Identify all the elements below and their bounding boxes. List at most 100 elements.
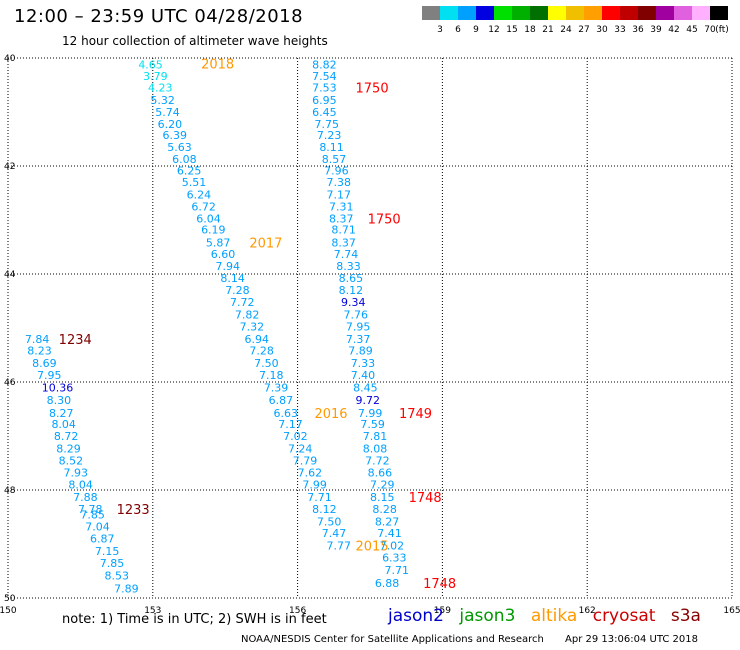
- wave-height-value: 7.02: [380, 540, 405, 553]
- pass-time-label: 2017: [249, 237, 282, 252]
- legend-label: 21: [542, 25, 553, 35]
- wave-height-value: 7.23: [317, 129, 342, 142]
- wave-height-value: 7.79: [293, 454, 318, 467]
- track: 8.718.377.748.338.658.129.347.767.957.37…: [331, 212, 400, 419]
- wave-height-value: 7.71: [384, 564, 409, 577]
- wave-height-value: 3.79: [143, 70, 168, 83]
- legend-swatch: [476, 6, 494, 20]
- wave-height-value: 7.17: [327, 189, 352, 202]
- footer-timestamp: Apr 29 13:06:04 UTC 2018: [565, 634, 698, 645]
- footer: NOAA/NESDIS Center for Satellite Applica…: [241, 634, 716, 645]
- track: 7.597.818.087.728.667.298.15 1749: [360, 407, 432, 504]
- wave-height-value: 7.59: [360, 418, 385, 431]
- satellite-jason3: jason3: [459, 606, 516, 626]
- wave-height-value: 8.65: [339, 272, 364, 285]
- pass-time-label: 2018: [201, 57, 234, 72]
- legend-swatch: [602, 6, 620, 20]
- wave-height-value: 5.87: [206, 237, 231, 250]
- wave-height-value: 8.33: [336, 260, 361, 273]
- wave-height-value: 7.41: [377, 527, 402, 540]
- legend-swatch: [494, 6, 512, 20]
- chart-title: 12:00 – 23:59 UTC 04/28/2018: [14, 6, 304, 27]
- x-tick-label: 153: [144, 606, 161, 616]
- wave-height-value: 8.08: [363, 442, 388, 455]
- wave-height-value: 7.72: [365, 454, 390, 467]
- wave-height-value: 6.04: [196, 212, 221, 225]
- wave-height-value: 7.47: [322, 527, 347, 540]
- grid: [7, 57, 733, 599]
- x-tick-label: 159: [434, 606, 451, 616]
- wave-height-value: 7.93: [64, 467, 89, 480]
- wave-height-value: 7.28: [249, 345, 273, 358]
- footnote: note: 1) Time is in UTC; 2) SWH is in fe…: [62, 612, 327, 627]
- wave-height-value: 6.45: [312, 106, 337, 119]
- wave-height-value: 6.95: [312, 94, 337, 107]
- wave-height-value: 7.50: [317, 515, 342, 528]
- track: 7.177.027.247.797.627.997.718.127.507.47…: [278, 407, 351, 553]
- wave-height-value: 7.62: [298, 467, 323, 480]
- wave-height-value: 7.95: [346, 320, 371, 333]
- wave-height-value: 5.63: [167, 141, 192, 154]
- pass-time-label: 1749: [399, 407, 432, 422]
- legend-label: 33: [614, 25, 625, 35]
- wave-height-value: 4.65: [138, 58, 163, 71]
- y-tick-label: 46: [4, 378, 16, 388]
- wave-height-value: 7.95: [37, 369, 62, 382]
- wave-height-value: 7.76: [343, 309, 368, 322]
- wave-height-value: 7.02: [283, 430, 308, 443]
- chart-subtitle: 12 hour collection of altimeter wave hei…: [62, 34, 328, 48]
- legend-swatch: [422, 6, 440, 20]
- wave-height-value: 8.04: [51, 418, 76, 431]
- legend-swatch: [512, 6, 530, 20]
- wave-height-value: 8.27: [49, 407, 74, 420]
- legend-label: 27: [578, 25, 589, 35]
- legend-label: 12: [488, 25, 499, 35]
- wave-height-value: 7.99: [302, 479, 327, 492]
- y-tick-label: 50: [4, 594, 16, 604]
- legend-swatch: [566, 6, 584, 20]
- legend-swatch: [530, 6, 548, 20]
- wave-height-value: 7.82: [235, 309, 260, 322]
- wave-height-value: 8.27: [375, 515, 400, 528]
- track: 8.288.277.417.026.337.716.88 1748: [372, 491, 441, 590]
- pass-time-label: 2016: [314, 407, 347, 422]
- wave-height-value: 6.33: [382, 552, 407, 565]
- wave-height-value: 8.71: [331, 224, 356, 237]
- wave-height-value: 10.36: [42, 381, 74, 394]
- wave-height-value: 8.72: [54, 430, 79, 443]
- legend-swatch: [584, 6, 602, 20]
- satellite-jason2: jason2: [388, 606, 444, 626]
- legend-label: 36: [632, 25, 644, 35]
- legend-label: 45: [686, 25, 697, 35]
- wave-height-value: 7.04: [85, 521, 110, 534]
- wave-height-value: 6.88: [375, 577, 400, 590]
- wave-height-value: 4.23: [148, 82, 173, 95]
- wave-height-value: 7.71: [307, 491, 332, 504]
- pass-time-label: 1748: [409, 491, 442, 506]
- wave-height-value: 7.50: [254, 357, 279, 370]
- wave-height-value: 7.89: [348, 345, 373, 358]
- legend-swatch: [692, 6, 710, 20]
- legend-label: 70: [704, 25, 716, 35]
- color-scale-legend: 3 6 9 12 15 18 21 24 27 30 33 36 39 42 45 70 (ft): [422, 6, 729, 35]
- legend-label: 6: [455, 25, 461, 35]
- wave-height-value: 6.63: [273, 407, 298, 420]
- wave-height-value: 8.37: [329, 212, 354, 225]
- wave-height-value: 8.12: [339, 284, 364, 297]
- wave-height-value: 7.78: [78, 503, 103, 516]
- wave-height-value: 8.82: [312, 58, 337, 71]
- track: 6.607.948.147.287.727.827.326.947.287.50…: [211, 237, 298, 420]
- track: 8.827.547.536.956.457.757.238.118.577.96…: [312, 58, 389, 225]
- wave-height-value: 6.87: [90, 533, 115, 546]
- pass-time-label: 1233: [117, 503, 150, 518]
- wave-height-value: 7.28: [225, 284, 250, 297]
- wave-height-value: 5.32: [150, 94, 175, 107]
- track: 1748: [423, 577, 456, 592]
- legend-unit: (ft): [715, 25, 729, 35]
- wave-height-value: 7.89: [114, 582, 139, 595]
- x-tick-label: 162: [579, 606, 596, 616]
- wave-height-value: 7.24: [288, 442, 313, 455]
- track: 7.848.238.697.9510.368.308.278.048.728.2…: [25, 333, 103, 516]
- wave-height-value: 8.45: [353, 381, 378, 394]
